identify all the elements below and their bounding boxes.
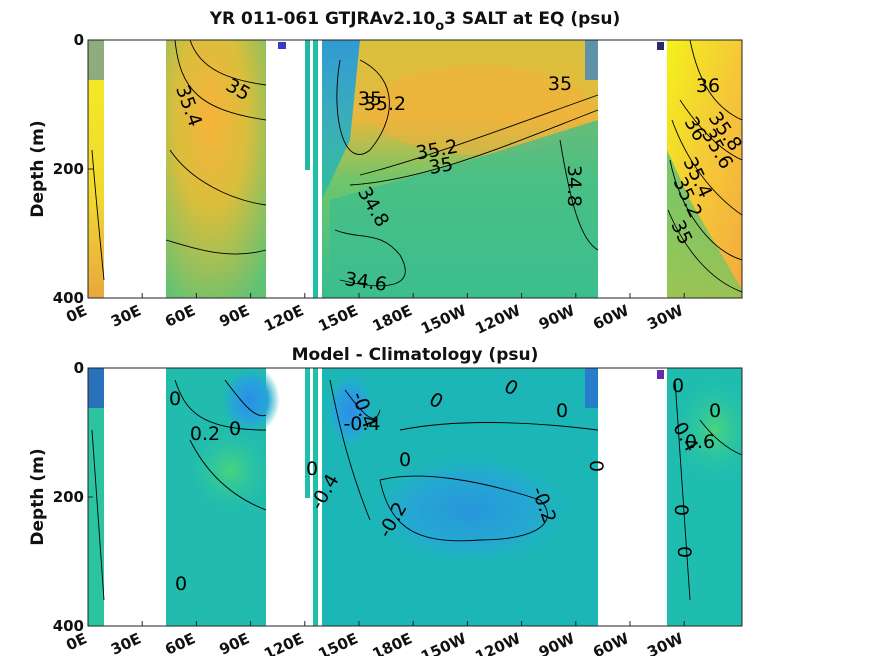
- contour-label: 0: [556, 400, 568, 422]
- bottom-x-tick-label: 150E: [315, 629, 360, 656]
- top-x-tick-label: 30W: [644, 301, 686, 333]
- contour-label: 0: [229, 418, 241, 440]
- bottom-x-tick-label: 150W: [418, 629, 469, 656]
- bottom-y-ticks: 0 200 400: [53, 359, 93, 635]
- top-x-tick-label: 120E: [261, 301, 306, 335]
- top-x-tick-label: 90E: [216, 301, 252, 330]
- bottom-x-tick-label: 30E: [108, 629, 144, 656]
- contour-label: 36: [696, 75, 720, 97]
- top-y-tick-label: 0: [74, 31, 84, 49]
- contour-label: 35: [358, 88, 382, 110]
- contour-label: 35: [548, 73, 572, 95]
- top-y-tick-label: 400: [53, 289, 84, 307]
- bottom-y-axis-label: Depth (m): [28, 448, 48, 545]
- contour-label: 34.8: [563, 165, 585, 207]
- contour-label: 0: [585, 460, 607, 472]
- top-y-tick-label: 200: [53, 160, 84, 178]
- top-y-ticks: 0 200 400: [53, 31, 93, 307]
- top-x-tick-label: 30E: [108, 301, 144, 330]
- top-heatmap-field: 35 35.4 35 35.2 35 35.2 35 34.8 34.8 34.…: [88, 40, 742, 298]
- contour-label: -0.4: [343, 413, 380, 435]
- contour-label: 0.2: [190, 423, 220, 445]
- bottom-x-tick-label: 90W: [536, 629, 578, 656]
- top-chart-title: YR 011-061 GTJRAv2.10o3 SALT at EQ (psu): [209, 9, 621, 34]
- contour-label: 0: [175, 573, 187, 595]
- contour-label: 35.2: [364, 93, 406, 115]
- contour-label: 0: [670, 504, 692, 516]
- bottom-y-tick-label: 0: [74, 359, 84, 377]
- bottom-x-tick-label: 120E: [261, 629, 306, 656]
- bottom-x-tick-label: 60W: [590, 629, 632, 656]
- bottom-x-tick-label: 90E: [216, 629, 252, 656]
- contour-label: 0: [672, 375, 684, 397]
- top-x-tick-label: 60W: [590, 301, 632, 333]
- contour-label: 0: [306, 458, 318, 480]
- bottom-x-tick-label: 60E: [162, 629, 198, 656]
- contour-label: 0.6: [685, 431, 715, 453]
- bottom-x-tick-label: 30W: [644, 629, 686, 656]
- bottom-x-tick-label: 180E: [370, 629, 415, 656]
- bottom-x-tick-label: 120W: [472, 629, 523, 656]
- contour-label: 0: [169, 388, 181, 410]
- top-x-tick-label: 180E: [370, 301, 415, 335]
- bottom-y-tick-label: 200: [53, 488, 84, 506]
- top-x-tick-label: 150E: [315, 301, 360, 335]
- top-x-tick-label: 150W: [418, 301, 469, 338]
- contour-label: 0: [399, 449, 411, 471]
- contour-label: 0: [673, 546, 695, 558]
- top-x-tick-label: 90W: [536, 301, 578, 333]
- top-x-tick-label: 120W: [472, 301, 523, 338]
- contour-label: 0: [709, 400, 721, 422]
- bottom-heatmap-field: 0 0.2 0 0 -0.4 -0.4 0 0 0 0 0 -0.4 -0.2 …: [88, 368, 742, 626]
- top-y-axis-label: Depth (m): [28, 120, 48, 217]
- top-x-ticks: 0E 30E 60E 90E 120E 150E 180E 150W 120W 90W 60W 30W: [63, 293, 686, 338]
- bottom-chart-title: Model - Climatology (psu): [292, 345, 539, 365]
- bottom-y-tick-label: 400: [53, 617, 84, 635]
- top-x-tick-label: 60E: [162, 301, 198, 330]
- contour-label: 35: [427, 153, 455, 179]
